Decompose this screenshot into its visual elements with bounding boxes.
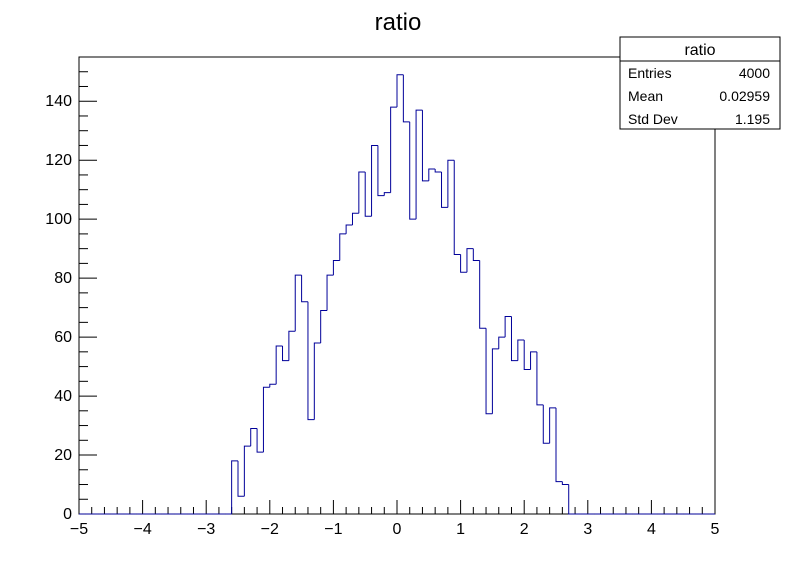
histogram-bin (549, 407, 556, 444)
stats-mean-label: Mean (628, 88, 663, 104)
histogram-bin (351, 212, 359, 226)
x-tick-label: 0 (393, 521, 402, 538)
histogram-bin (332, 259, 340, 276)
x-tick-label: −1 (324, 521, 342, 538)
histogram-bin (262, 386, 270, 453)
histogram-bin (460, 254, 467, 273)
x-axis: −5 −4 −3 −2 −1 0 1 2 3 4 5 (70, 500, 720, 538)
stats-box-title: ratio (684, 42, 715, 59)
x-tick-label: 5 (711, 521, 720, 538)
histogram-bin (301, 275, 308, 303)
y-tick-label: 20 (54, 447, 72, 464)
stats-entries-label: Entries (628, 65, 672, 81)
histogram-bin (358, 171, 366, 214)
histogram-bin (396, 74, 404, 108)
histogram-bin (561, 481, 569, 486)
y-tick-label: 0 (63, 506, 72, 523)
y-tick-label: 100 (45, 211, 72, 228)
histogram-bin (568, 484, 576, 515)
histogram-bin (498, 336, 506, 349)
x-tick-label: −5 (70, 521, 88, 538)
y-axis: 0 20 40 60 80 100 120 140 (45, 56, 97, 523)
histogram-bin (377, 145, 385, 197)
stats-box-frame (619, 36, 781, 130)
histogram-bin (275, 345, 283, 385)
histogram-bin (523, 340, 531, 371)
histogram-bin (383, 192, 391, 196)
histogram-bin (447, 159, 455, 208)
stats-stddev-label: Std Dev (628, 111, 678, 127)
histogram-bin (441, 171, 448, 208)
x-tick-label: 3 (583, 521, 592, 538)
histogram-bin (536, 351, 544, 406)
histogram-bin (517, 339, 525, 361)
y-tick-label: 40 (54, 388, 72, 405)
histogram-bin (288, 330, 296, 361)
histogram-bin (453, 160, 461, 256)
chart-title: ratio (375, 9, 422, 36)
histogram-bin (491, 348, 499, 414)
histogram-bin (231, 460, 238, 514)
x-tick-label: −3 (197, 521, 215, 538)
histogram-bins (79, 74, 715, 515)
histogram-bin (345, 224, 353, 234)
histogram-bin (294, 274, 302, 332)
stats-entries-value: 4000 (739, 65, 770, 81)
histogram-bin (326, 274, 334, 311)
histogram-bin (530, 351, 537, 370)
histogram-bin (313, 342, 321, 420)
histogram-bin (472, 248, 480, 261)
y-tick-label: 60 (54, 329, 72, 346)
histogram-bin (282, 345, 289, 362)
histogram-bin (542, 404, 550, 444)
x-tick-label: −2 (261, 521, 279, 538)
histogram-bin (415, 109, 423, 220)
histogram-bin (510, 316, 518, 362)
stats-stddev-value: 1.195 (735, 111, 770, 127)
histogram-bin (466, 248, 474, 273)
histogram-bin (364, 171, 372, 217)
histogram-bin (504, 315, 512, 338)
histogram-bin (402, 74, 410, 123)
y-tick-label: 120 (45, 152, 72, 169)
histogram-bin (320, 310, 328, 343)
x-tick-label: 1 (456, 521, 465, 538)
histogram-bin (485, 328, 493, 415)
stats-box: ratio Entries 4000 Mean 0.02959 Std Dev … (619, 36, 781, 130)
histogram-bin (409, 121, 417, 220)
histogram-bin (237, 460, 245, 497)
histogram-bin (390, 106, 397, 193)
stats-mean-value: 0.02959 (719, 88, 770, 104)
histogram-bin (250, 427, 258, 447)
histogram-bin (307, 301, 315, 421)
histogram-bin (269, 383, 277, 388)
histogram-bin (434, 169, 442, 173)
histogram-bin (243, 445, 251, 497)
y-tick-label: 80 (54, 270, 72, 287)
x-tick-label: 2 (520, 521, 529, 538)
histogram-bin (555, 407, 563, 483)
histogram-bin (256, 428, 264, 453)
histogram-bin (479, 260, 487, 329)
x-tick-label: 4 (647, 521, 656, 538)
histogram-bin (428, 168, 436, 181)
histogram-bin (421, 110, 429, 182)
histogram-bin (371, 144, 378, 217)
y-tick-label: 140 (45, 93, 72, 110)
x-tick-label: −4 (133, 521, 151, 538)
histogram-bin (339, 233, 347, 261)
